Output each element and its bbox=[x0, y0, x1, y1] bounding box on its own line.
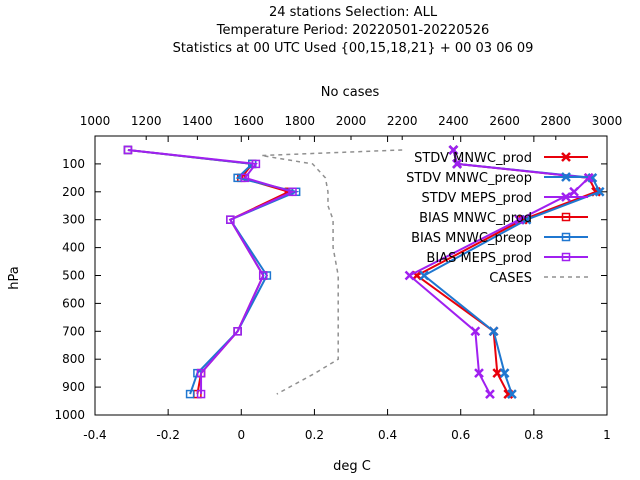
y-tick-label: 800 bbox=[62, 352, 85, 366]
x-marker bbox=[594, 186, 605, 197]
square-marker bbox=[123, 145, 133, 155]
series-bias-meps-prod bbox=[123, 145, 297, 399]
y-tick-label: 200 bbox=[62, 185, 85, 199]
y-tick-label: 1000 bbox=[54, 408, 85, 422]
y-tick-label: 900 bbox=[62, 380, 85, 394]
square-marker bbox=[288, 187, 297, 197]
legend-label: CASES bbox=[489, 271, 532, 286]
x-marker bbox=[488, 326, 499, 337]
square-marker bbox=[561, 232, 571, 242]
x-marker bbox=[514, 214, 525, 225]
x-marker bbox=[492, 368, 503, 379]
x-marker bbox=[569, 186, 579, 197]
square-marker bbox=[251, 159, 261, 169]
square-marker bbox=[233, 327, 242, 336]
legend: STDV MNWC_prod STDV MNWC_preop STDV MEPS_p… bbox=[406, 151, 588, 286]
x2-tick-label: 3000 bbox=[592, 114, 623, 128]
x-marker bbox=[561, 172, 571, 182]
x-tick-label: 1 bbox=[603, 428, 611, 442]
square-marker bbox=[196, 368, 206, 378]
x2-tick-label: 2600 bbox=[489, 114, 520, 128]
square-marker bbox=[561, 252, 571, 262]
square-marker bbox=[196, 389, 206, 399]
square-marker bbox=[226, 215, 235, 224]
series-stdv-meps-prod bbox=[404, 145, 594, 399]
x2-tick-label: 1000 bbox=[80, 114, 111, 128]
x-marker bbox=[561, 192, 571, 202]
y-tick-label: 500 bbox=[62, 269, 85, 283]
x-marker bbox=[419, 270, 430, 281]
y-axis-label: hPa bbox=[7, 266, 22, 289]
square-marker bbox=[258, 271, 268, 280]
x-marker bbox=[499, 368, 510, 379]
series-cases bbox=[261, 149, 403, 395]
y-tick-label: 700 bbox=[62, 324, 85, 338]
chart-titles: 24 stations Selection: ALL Temperature P… bbox=[173, 5, 534, 56]
legend-label: STDV MNWC_preop bbox=[406, 171, 532, 186]
legend-label: STDV MEPS_prod bbox=[421, 191, 532, 206]
square-marker bbox=[185, 389, 195, 399]
y-tick-label: 400 bbox=[62, 241, 85, 255]
chart-title-line-2: Temperature Period: 20220501-20220526 bbox=[216, 23, 490, 38]
legend-label: BIAS MNWC_prod bbox=[419, 211, 532, 226]
x2-tick-label: 2000 bbox=[336, 114, 367, 128]
x-marker bbox=[561, 152, 571, 162]
x-marker bbox=[583, 172, 594, 183]
x2-tick-label: 1600 bbox=[233, 114, 264, 128]
legend-label: BIAS MNWC_preop bbox=[411, 231, 532, 246]
x2-tick-label: 1400 bbox=[182, 114, 213, 128]
x2-tick-label: 1200 bbox=[131, 114, 162, 128]
x-tick-label: 0.2 bbox=[305, 428, 324, 442]
series-line bbox=[261, 149, 403, 395]
square-marker bbox=[240, 173, 250, 183]
legend-label: STDV MNWC_prod bbox=[414, 151, 532, 166]
chart-title-line-3: Statistics at 00 UTC Used {00,15,18,21} … bbox=[173, 41, 534, 56]
x-tick-label: 0.6 bbox=[451, 428, 470, 442]
x-marker bbox=[507, 389, 517, 399]
x-axis-label: deg C bbox=[333, 459, 371, 474]
x2-tick-label: 2400 bbox=[438, 114, 469, 128]
x2-tick-label: 1800 bbox=[285, 114, 316, 128]
square-marker bbox=[561, 212, 571, 222]
x2-tick-label: 2200 bbox=[387, 114, 418, 128]
x2-axis-label: No cases bbox=[321, 85, 380, 100]
x-marker bbox=[404, 270, 415, 281]
plot-area bbox=[123, 145, 605, 399]
y-tick-label: 300 bbox=[62, 213, 85, 227]
series-line bbox=[127, 148, 296, 395]
y-tick-label: 600 bbox=[62, 296, 85, 310]
x-marker bbox=[470, 326, 481, 337]
x-tick-label: 0.4 bbox=[378, 428, 397, 442]
legend-label: BIAS MEPS_prod bbox=[426, 251, 532, 266]
x-marker bbox=[448, 145, 459, 155]
x-tick-label: 0.8 bbox=[524, 428, 543, 442]
x-marker bbox=[452, 159, 462, 169]
x-marker bbox=[474, 368, 484, 379]
x2-tick-label: 2800 bbox=[541, 114, 572, 128]
x-tick-label: -0.2 bbox=[156, 428, 179, 442]
x-marker bbox=[485, 389, 495, 399]
axes: -0.4 -0.2 0 0.2 0.4 0.6 0.8 1 1000 1200 1400 1600 18… bbox=[54, 114, 622, 442]
x-tick-label: 0 bbox=[237, 428, 245, 442]
y-tick-label: 100 bbox=[62, 157, 85, 171]
x-tick-label: -0.4 bbox=[83, 428, 106, 442]
chart-title-line-1: 24 stations Selection: ALL bbox=[269, 5, 438, 20]
